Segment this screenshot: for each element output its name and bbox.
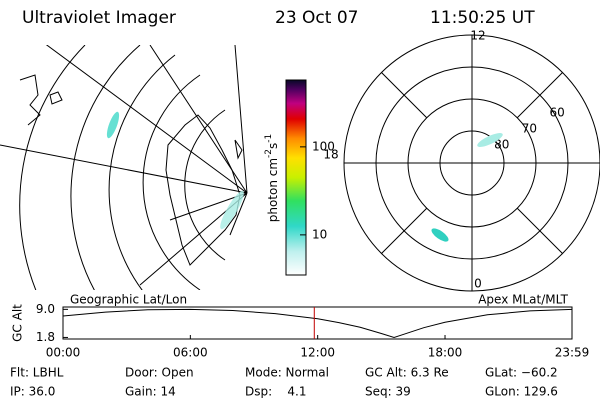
status-field: GLat: −60.2 (485, 366, 558, 380)
x-tick-label: 12:00 (300, 346, 335, 360)
mlt-spoke (516, 72, 563, 119)
polar-plot: 807060121806 (323, 29, 600, 292)
polar-title: Apex MLat/MLT (478, 293, 568, 307)
label-sup: -1 (264, 134, 274, 143)
status-field: Door: Open (125, 366, 194, 380)
x-tick-label: 18:00 (428, 346, 463, 360)
colorbar-tick-label: 100 (312, 139, 335, 153)
date: 23 Oct 07 (275, 8, 358, 28)
time: 11:50:25 UT (430, 8, 535, 28)
colorbar (285, 79, 307, 276)
status-field: Dsp: 4.1 (245, 385, 307, 399)
aurora (431, 228, 449, 242)
status-field: Gain: 14 (125, 385, 176, 399)
aurora (106, 111, 120, 139)
y-tick-label: 1.8 (36, 330, 55, 344)
latitude-label: 70 (522, 122, 537, 136)
x-tick-label: 00:00 (46, 346, 81, 360)
latitude-label: 60 (549, 106, 564, 120)
label-text: s (266, 143, 280, 149)
status-field: GC Alt: 6.3 Re (365, 366, 449, 380)
label-sup: -2 (264, 149, 274, 158)
map-title: Geographic Lat/Lon (70, 293, 187, 307)
latitude-label: 80 (494, 138, 509, 152)
aurora (477, 133, 503, 147)
mlt-label: 0 (474, 277, 482, 291)
status-field: Mode: Normal (245, 366, 329, 380)
x-tick-label: 23:59 (555, 346, 590, 360)
x-tick-label: 06:00 (173, 346, 208, 360)
mlt-spoke (381, 72, 428, 119)
status-footer: Flt: LBHL Door: Open Mode: Normal GC Alt: 6… (10, 366, 558, 399)
status-field: Flt: LBHL (10, 366, 64, 380)
coastline (19, 74, 243, 266)
geographic-map (0, 45, 248, 290)
aurora (220, 190, 244, 230)
colorbar-tick-label: 10 (312, 227, 327, 241)
mlt-label: 18 (323, 148, 338, 162)
latitude-lines (19, 45, 226, 290)
y-axis-label: GC Alt (11, 304, 25, 342)
altitude-line (62, 308, 573, 338)
label-text: photon cm (266, 158, 280, 222)
colorbar-label: photon cm-2s-1 (264, 134, 280, 223)
status-field: Seq: 39 (365, 385, 411, 399)
longitude-lines (0, 45, 248, 286)
y-tick-label: 9.0 (36, 302, 55, 316)
title: Ultraviolet Imager (22, 8, 176, 28)
mlt-label: 12 (470, 29, 485, 43)
status-field: IP: 36.0 (10, 385, 55, 399)
mlt-spoke (516, 207, 563, 254)
mlt-spoke (381, 207, 428, 254)
status-field: GLon: 129.6 (485, 385, 558, 399)
